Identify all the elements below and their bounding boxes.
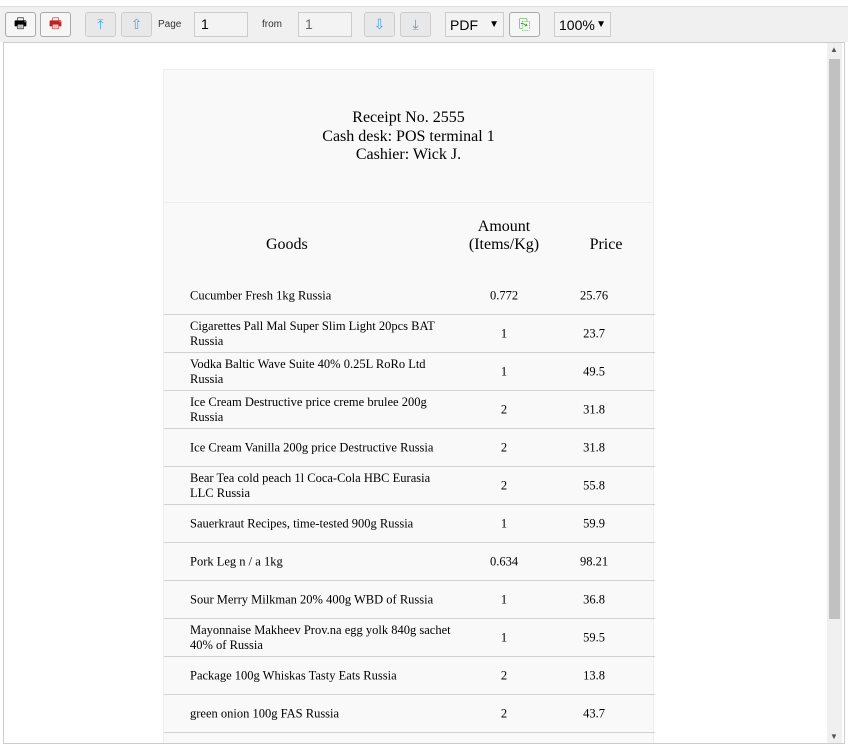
table-row: Cucumber Fresh 1kg Russia 0.772 25.76 [164,277,655,315]
item-price: 36.8 [583,592,605,606]
zoom-value: 100% [559,16,595,33]
amount-header-line2: (Items/Kg) [468,236,540,253]
last-page-icon: ⤓ [412,16,419,32]
item-price: 13.8 [583,668,605,682]
item-price: 25.76 [579,288,609,302]
from-label: from [262,19,282,30]
first-page-icon: ⤒ [97,16,104,32]
page-count-field: 1 [298,12,352,37]
table-row: green onion 100g FAS Russia 2 43.7 [164,695,655,733]
table-row: Pork Leg n / a 1kg 0.634 98.21 [164,543,655,581]
format-value: PDF [450,16,478,33]
zoom-select[interactable]: 100% ▼ [554,12,611,37]
item-goods: Ice Cream Vanilla 200g price Destructive… [190,440,434,454]
item-amount: 1 [500,326,508,340]
item-goods: Cigarettes Pall Mal Super Slim Light 20p… [190,318,435,348]
amount-header: Amount (Items/Kg) [454,218,554,254]
previous-page-icon: ⇧ [130,16,143,32]
items-table: Cucumber Fresh 1kg Russia 0.772 25.76 Cigar… [164,277,655,733]
item-goods: green onion 100g FAS Russia [190,706,340,720]
item-price: 59.9 [583,516,605,530]
printer-icon: 🖶 [13,14,28,31]
item-price: 31.8 [583,440,605,454]
print-pdf-button[interactable]: 🖶 [40,12,71,37]
last-page-button[interactable]: ⤓ [400,12,431,37]
item-amount: 2 [500,668,508,682]
item-price: 55.8 [583,478,605,492]
amount-header-line1: Amount [477,218,531,235]
receipt-page: Receipt No. 2555 Cash desk: POS terminal… [163,69,655,743]
item-price: 31.8 [583,402,605,416]
item-amount: 0.634 [489,554,519,568]
item-goods: Package 100g Whiskas Tasty Eats Russia [190,668,397,682]
item-amount: 2 [500,440,508,454]
item-price: 98.21 [579,554,609,568]
cash-desk: Cash desk: POS terminal 1 [322,127,495,145]
price-header: Price [589,236,623,253]
item-amount: 2 [500,478,508,492]
chevron-down-icon: ▼ [596,19,606,30]
first-page-button[interactable]: ⤒ [85,12,116,37]
table-row: Bear Tea cold peach 1l Coca-Cola HBC Eur… [164,467,655,505]
table-row: Package 100g Whiskas Tasty Eats Russia 2 1… [164,657,655,695]
item-price: 59.5 [583,630,605,644]
item-amount: 1 [500,516,508,530]
toolbar: 🖶 🖶 ⤒ ⇧ Page 1 from 1 ⇩ ⤓ PDF ▼ ⎘ 100% ▼ [0,6,848,42]
scroll-up-icon[interactable]: ▲ [830,45,838,54]
print-pdf-icon: 🖶 [48,14,63,31]
item-amount: 2 [500,706,508,720]
item-goods: Vodka Baltic Wave Suite 40% 0.25L RoRo L… [190,356,426,386]
goods-header: Goods [266,236,308,253]
item-goods: Cucumber Fresh 1kg Russia [190,288,332,302]
cashier: Cashier: Wick J. [355,146,462,163]
item-amount: 1 [500,630,508,644]
item-goods: Bear Tea cold peach 1l Coca-Cola HBC Eur… [190,470,431,500]
item-goods: Pork Leg n / a 1kg [190,554,283,568]
item-goods: Sauerkraut Recipes, time-tested 900g Rus… [190,516,414,530]
report-viewer: Receipt No. 2555 Cash desk: POS terminal… [3,42,845,744]
vertical-scrollbar[interactable]: ▲ ▼ [827,43,842,743]
item-amount: 1 [500,592,508,606]
table-row: Sour Merry Milkman 20% 400g WBD of Russi… [164,581,655,619]
item-amount: 1 [500,364,508,378]
chevron-down-icon: ▼ [489,19,499,30]
export-button[interactable]: ⎘ [509,12,540,37]
item-amount: 2 [500,402,508,416]
item-price: 43.7 [583,706,605,720]
item-amount: 0.772 [489,288,519,302]
scroll-down-icon[interactable]: ▼ [830,732,838,741]
item-goods: Mayonnaise Makheev Prov.na egg yolk 840g… [190,622,451,652]
item-goods: Sour Merry Milkman 20% 400g WBD of Russi… [190,592,434,606]
item-price: 23.7 [583,326,605,340]
page-label: Page [158,19,182,30]
item-goods: Ice Cream Destructive price creme brulee… [190,394,427,424]
item-price: 49.5 [583,364,605,378]
receipt-title: Receipt No. 2555 [352,109,465,126]
page-input[interactable]: 1 [194,12,248,37]
table-row: Sauerkraut Recipes, time-tested 900g Rus… [164,505,655,543]
table-row: Vodka Baltic Wave Suite 40% 0.25L RoRo L… [164,353,655,391]
export-icon: ⎘ [518,16,531,32]
print-button[interactable]: 🖶 [5,12,36,37]
table-row: Ice Cream Destructive price creme brulee… [164,391,655,429]
next-page-button[interactable]: ⇩ [364,12,395,37]
table-row: Ice Cream Vanilla 200g price Destructive… [164,429,655,467]
next-page-icon: ⇩ [373,16,386,32]
receipt-header: Receipt No. 2555 Cash desk: POS terminal… [164,70,653,203]
table-row: Cigarettes Pall Mal Super Slim Light 20p… [164,315,655,353]
previous-page-button[interactable]: ⇧ [121,12,152,37]
scrollbar-thumb[interactable] [829,59,840,619]
table-row: Mayonnaise Makheev Prov.na egg yolk 840g… [164,619,655,657]
format-select[interactable]: PDF ▼ [445,12,504,37]
